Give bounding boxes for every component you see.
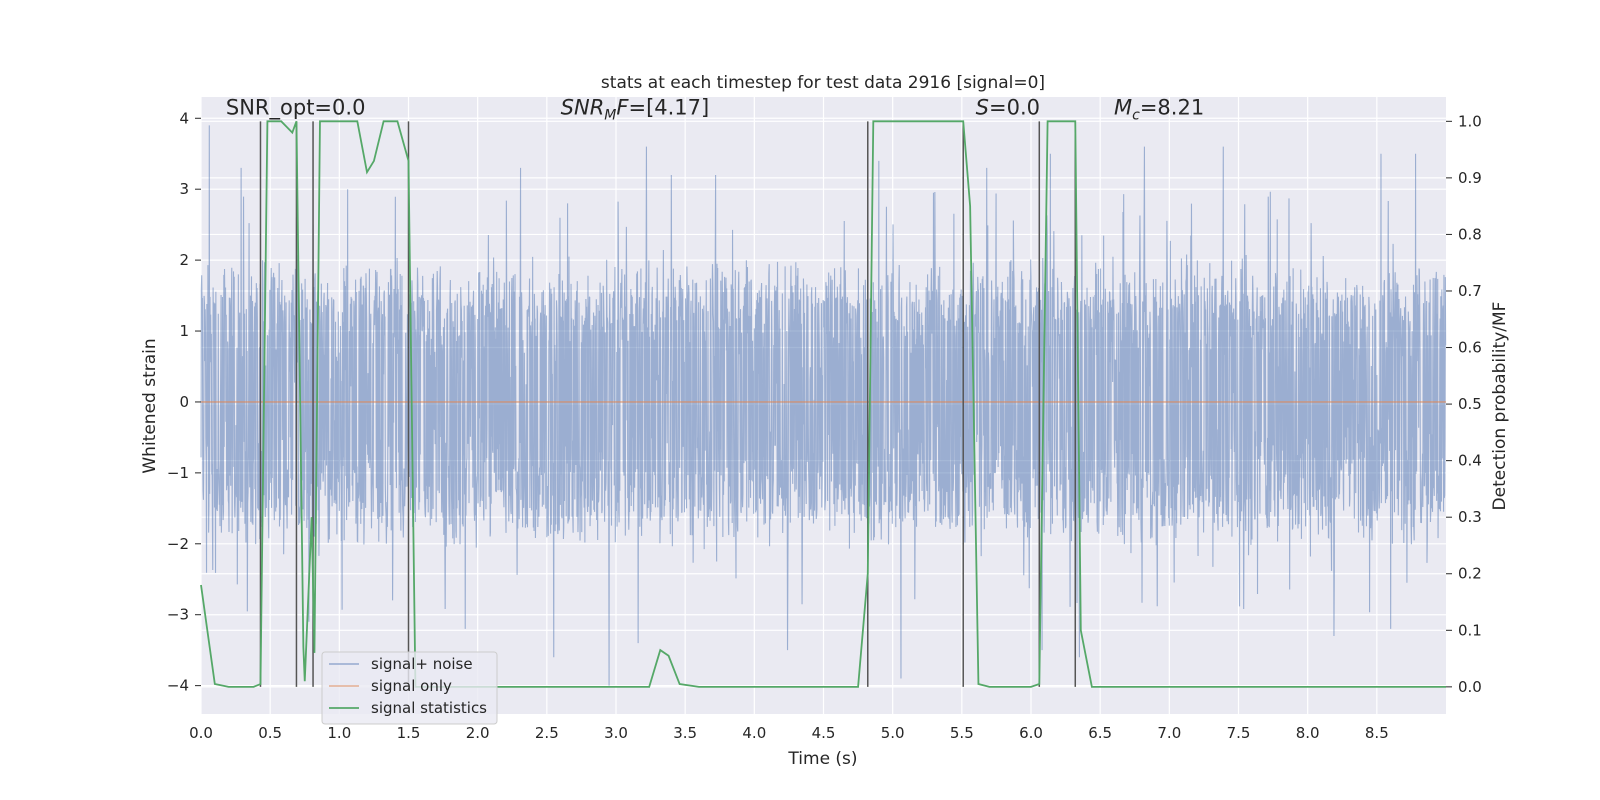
annotation-2: S=0.0 [976, 96, 1040, 120]
y-left-tick-label: 4 [179, 109, 189, 127]
legend-label-statistics: signal statistics [371, 699, 487, 717]
x-tick-label: 4.5 [812, 724, 836, 742]
x-tick-label: 0.0 [189, 724, 213, 742]
y-left-tick-label: −2 [167, 535, 189, 553]
legend-box [321, 651, 498, 725]
y-left-tick-label: 0 [179, 393, 189, 411]
legend-label-noise: signal+ noise [371, 655, 473, 673]
y-right-tick-label: 0.4 [1458, 452, 1482, 470]
legend-label-signal-only: signal only [371, 677, 452, 695]
x-tick-label: 3.0 [604, 724, 628, 742]
x-tick-label: 5.0 [881, 724, 905, 742]
x-tick-label: 6.0 [1019, 724, 1043, 742]
x-tick-label: 5.5 [950, 724, 974, 742]
x-tick-label: 8.0 [1296, 724, 1320, 742]
y-right-tick-label: 0.3 [1458, 508, 1482, 526]
x-tick-label: 7.0 [1157, 724, 1181, 742]
chart-title: stats at each timestep for test data 291… [601, 73, 1045, 93]
y-right-tick-label: 0.0 [1458, 678, 1482, 696]
annotation-0: SNR_opt=0.0 [226, 96, 366, 121]
y-right-ticks: 1.0 0.9 0.8 0.7 0.6 0.5 0.4 0.3 0.2 0.1 0.0 [1446, 112, 1482, 696]
y-right-axis-label: Detection probability/MF [1490, 302, 1510, 511]
annotation-1: SNRMF=[4.17] [561, 96, 710, 124]
y-left-tick-label: 2 [179, 251, 189, 269]
y-left-tick-label: 1 [179, 322, 189, 340]
x-tick-label: 2.0 [466, 724, 490, 742]
y-left-ticks: 4 3 2 1 0 −1 −2 −3 −4 [167, 109, 201, 695]
legend: signal+ noise signal only signal statist… [321, 651, 498, 725]
y-right-tick-label: 0.7 [1458, 282, 1482, 300]
x-ticks: 0.0 0.5 1.0 1.5 2.0 2.5 3.0 3.5 4.0 4.5 5.0 5.5 6.0 6… [189, 724, 1389, 742]
x-tick-label: 1.5 [397, 724, 421, 742]
y-right-tick-label: 0.9 [1458, 169, 1482, 187]
y-left-axis-label: Whitened strain [140, 338, 160, 473]
x-tick-label: 8.5 [1365, 724, 1389, 742]
signal-statistics-series [200, 120, 1446, 688]
x-tick-label: 0.5 [258, 724, 282, 742]
y-right-tick-label: 0.2 [1458, 565, 1482, 583]
x-tick-label: 1.0 [327, 724, 351, 742]
y-right-tick-label: 1.0 [1458, 112, 1482, 130]
y-right-tick-label: 0.1 [1458, 621, 1482, 639]
y-left-tick-label: −3 [167, 606, 189, 624]
y-right-tick-label: 0.5 [1458, 395, 1482, 413]
x-tick-label: 4.0 [742, 724, 766, 742]
signal-statistics-line [200, 120, 1446, 688]
y-left-tick-label: 3 [179, 180, 189, 198]
y-right-tick-label: 0.6 [1458, 339, 1482, 357]
y-left-tick-label: −1 [167, 464, 189, 482]
annotation-3: Mc=8.21 [1114, 96, 1204, 124]
x-tick-label: 3.5 [673, 724, 697, 742]
annotations: SNR_opt=0.0 SNRMF=[4.17] S=0.0 Mc=8.21 [226, 96, 1204, 124]
y-left-tick-label: −4 [167, 677, 189, 695]
x-axis-label: Time (s) [787, 749, 857, 769]
x-tick-label: 6.5 [1088, 724, 1112, 742]
x-tick-label: 7.5 [1227, 724, 1251, 742]
y-right-tick-label: 0.8 [1458, 225, 1482, 243]
x-tick-label: 2.5 [535, 724, 559, 742]
